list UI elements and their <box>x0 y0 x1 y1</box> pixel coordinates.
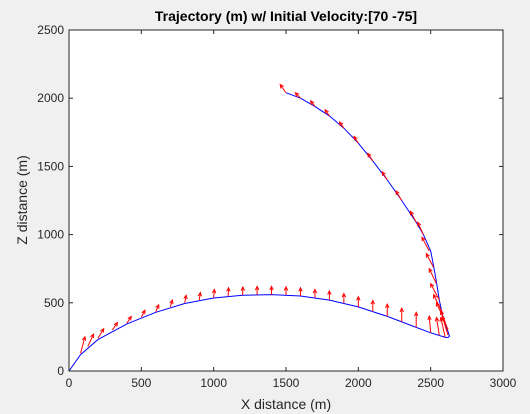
x-tick-label: 3000 <box>490 376 517 390</box>
velocity-arrow <box>97 327 105 339</box>
velocity-arrow <box>269 285 274 295</box>
velocity-arrow <box>169 298 174 308</box>
y-tick-label: 0 <box>57 364 64 378</box>
velocity-arrow <box>80 335 87 354</box>
y-axis-label: Z distance (m) <box>14 155 30 244</box>
velocity-arrow <box>279 83 287 94</box>
velocity-arrow <box>427 315 432 333</box>
velocity-arrow <box>434 316 440 336</box>
velocity-arrow <box>254 285 260 295</box>
velocity-arrow <box>430 282 440 301</box>
velocity-arrow <box>140 309 146 318</box>
velocity-arrow <box>111 321 119 331</box>
plot-area <box>69 30 503 371</box>
x-axis: 0 500 1000 1500 2000 2500 3000 <box>66 30 517 390</box>
velocity-arrow <box>338 121 345 129</box>
velocity-arrow <box>428 267 437 284</box>
velocity-arrow <box>433 293 443 313</box>
velocity-arrow <box>240 285 245 296</box>
y-tick-label: 500 <box>44 296 64 310</box>
velocity-arrow <box>126 315 132 324</box>
velocity-arrow <box>197 291 203 301</box>
velocity-arrow <box>155 303 160 312</box>
velocity-arrow <box>381 170 388 181</box>
velocity-arrow <box>370 299 375 312</box>
velocity-arrow <box>417 221 424 235</box>
y-axis: 0 500 1000 1500 2000 2500 <box>37 23 503 378</box>
velocity-arrow <box>414 311 419 328</box>
velocity-arrow <box>421 236 430 252</box>
y-tick-label: 1500 <box>37 159 64 173</box>
x-tick-label: 2000 <box>345 376 372 390</box>
velocity-arrow <box>294 91 301 99</box>
velocity-arrow <box>395 189 403 201</box>
velocity-arrow <box>283 285 289 296</box>
y-tick-label: 2500 <box>37 23 64 37</box>
velocity-arrow <box>312 288 318 298</box>
x-tick-label: 1000 <box>200 376 227 390</box>
x-tick-label: 1500 <box>273 376 300 390</box>
x-tick-label: 500 <box>131 376 151 390</box>
velocity-arrow <box>183 294 188 303</box>
velocity-arrow <box>409 210 417 223</box>
velocity-arrow <box>226 286 231 297</box>
velocity-arrow <box>298 286 303 296</box>
y-tick-label: 1000 <box>37 228 64 242</box>
velocity-arrow <box>367 152 374 162</box>
series-layer <box>68 83 451 372</box>
velocity-arrow <box>439 316 446 338</box>
velocity-arrow <box>324 108 330 117</box>
x-tick-label: 0 <box>66 376 73 390</box>
velocity-arrow <box>353 135 359 144</box>
velocity-arrow <box>356 295 361 307</box>
x-axis-label: X distance (m) <box>241 396 331 412</box>
velocity-arrow <box>211 288 217 298</box>
y-tick-label: 2000 <box>37 91 64 105</box>
velocity-arrow <box>341 292 347 304</box>
chart-title: Trajectory (m) w/ Initial Velocity:[70 -… <box>155 8 417 24</box>
velocity-arrow <box>425 252 435 268</box>
velocity-arrow <box>87 333 95 347</box>
velocity-arrow <box>309 100 316 107</box>
velocity-arrow <box>385 303 390 317</box>
velocity-arrow <box>327 289 332 300</box>
velocity-arrow <box>399 307 404 322</box>
x-tick-label: 2500 <box>417 376 444 390</box>
